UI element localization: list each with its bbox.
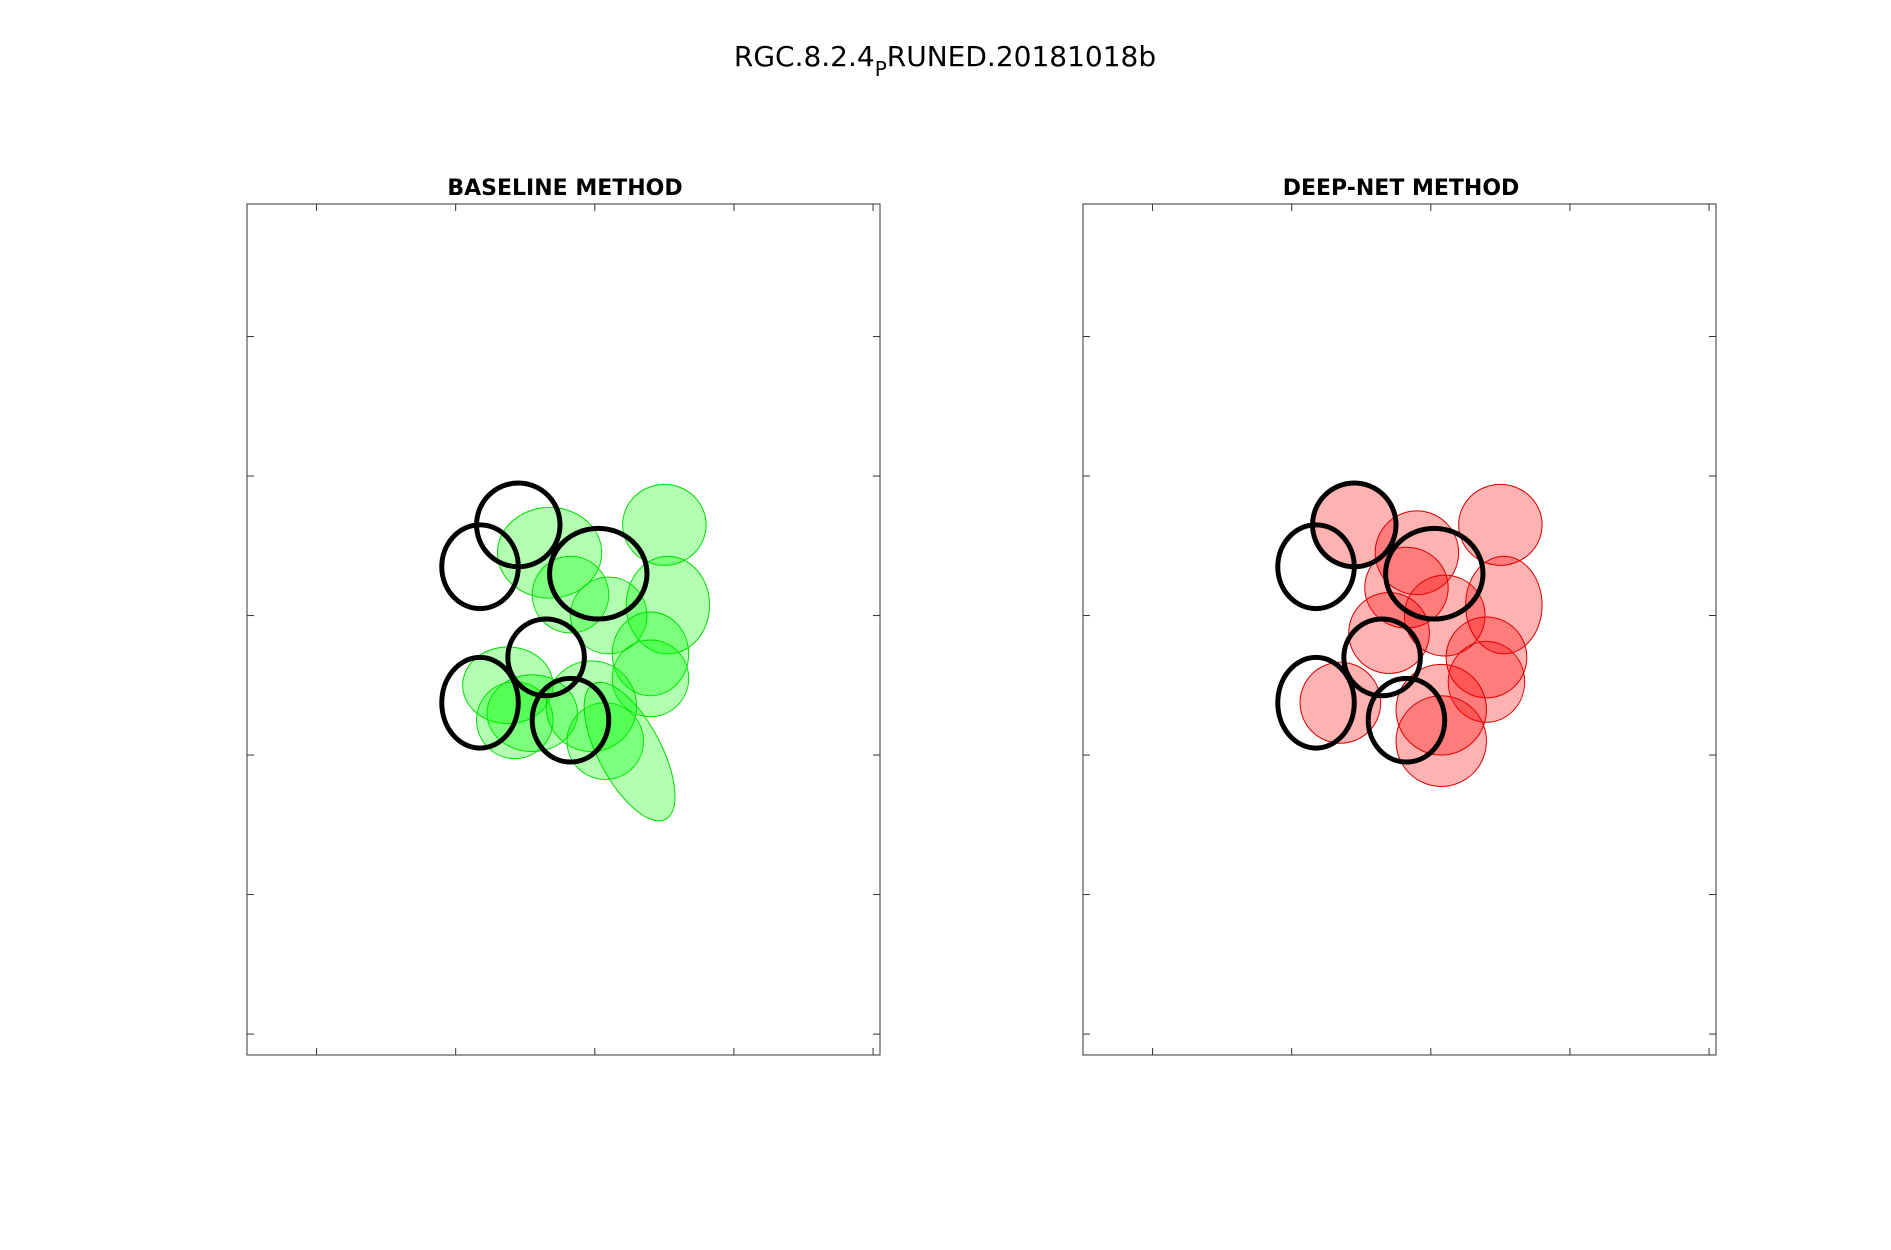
- deepnet-fitted-ellipse-8: [1348, 592, 1430, 674]
- figure-title-rest: RUNED.20181018b: [887, 40, 1156, 73]
- deepnet-reference-ellipse-2: [1383, 525, 1486, 622]
- baseline-panel: BASELINE METHOD: [246, 176, 881, 1056]
- baseline-panel-title: BASELINE METHOD: [447, 176, 682, 201]
- figure-title-subscript: P: [875, 57, 887, 81]
- deepnet-axes-box: [1082, 203, 1717, 1056]
- figure-title: RGC.8.2.4PRUNED.20181018b: [734, 40, 1156, 81]
- baseline-reference-ellipse-3: [505, 616, 587, 699]
- baseline-fitted-ellipse-6: [611, 639, 690, 718]
- deepnet-panel-title: DEEP-NET METHOD: [1283, 176, 1520, 201]
- figure-title-main: RGC.8.2.4: [734, 40, 875, 73]
- deepnet-reference-ellipse-3: [1341, 616, 1423, 699]
- deepnet-fitted-ellipse-7: [1447, 640, 1526, 723]
- deepnet-fitted-ellipse-9: [1299, 661, 1382, 744]
- deepnet-fitted-ellipse-2: [1458, 483, 1543, 566]
- baseline-fitted-ellipse-5: [611, 611, 690, 697]
- deepnet-reference-ellipse-5: [1365, 675, 1448, 765]
- baseline-reference-ellipse-4: [439, 654, 521, 751]
- deepnet-panel: DEEP-NET METHOD: [1082, 176, 1717, 1056]
- deepnet-reference-ellipse-1: [1310, 480, 1399, 570]
- baseline-axes-box: [246, 203, 881, 1056]
- baseline-reference-ellipse-1: [474, 480, 563, 570]
- baseline-reference-ellipse-2: [547, 525, 650, 622]
- deepnet-fitted-ellipse-6: [1445, 616, 1528, 699]
- baseline-fitted-ellipse-1: [622, 483, 707, 566]
- deepnet-reference-ellipse-4: [1275, 654, 1357, 751]
- baseline-reference-ellipse-5: [529, 675, 612, 765]
